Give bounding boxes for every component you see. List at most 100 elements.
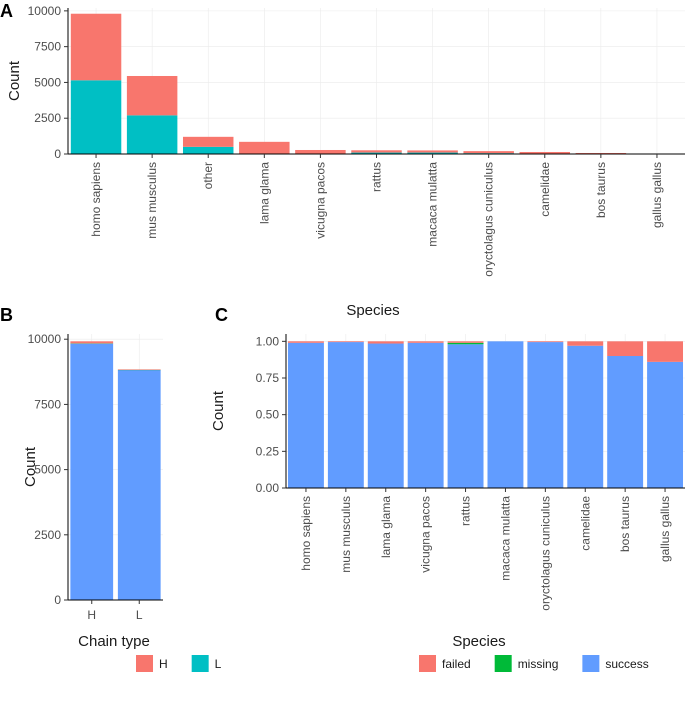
x-tick-label-homo-sapiens: homo sapiens: [89, 162, 103, 237]
y-tick-label: 5000: [34, 75, 61, 89]
legend: failed missing success: [419, 655, 649, 672]
y-tick-label: 10000: [28, 332, 62, 346]
bar-rattus-h: [351, 150, 402, 153]
bar-mus-musculus-l: [126, 115, 178, 154]
bar-gallus-gallus-failed: [647, 341, 684, 362]
panel-b: B 0 2500 5000 7500 10000 H L Chain type Count: [0, 305, 163, 650]
y-tick-label: 0.00: [256, 481, 280, 495]
bar-rattus-failed: [447, 341, 484, 343]
bar-l-failed: [117, 369, 161, 370]
x-tick-label-lama-glama: lama glama: [379, 496, 393, 558]
panel-c: C 0.00 0.25 0.50 0.75 1.00 homo sapiens mus mus…: [210, 305, 685, 650]
x-tick-label-oryctolagus-cuniculus: oryctolagus cuniculus: [538, 496, 552, 611]
x-tick-label-rattus: rattus: [370, 162, 384, 192]
bar-rattus-missing: [447, 342, 484, 345]
bar-vicugna-pacos-h: [295, 149, 346, 154]
x-tick-label-rattus: rattus: [459, 496, 473, 526]
y-axis-title: Count: [210, 390, 227, 431]
x-axis-title: Chain type: [78, 633, 150, 650]
y-tick-label: 2500: [34, 111, 61, 125]
bar-oryctolagus-cuniculus-h: [463, 151, 514, 154]
bar-rattus-success: [447, 344, 484, 488]
legend-key-success: [582, 655, 600, 672]
x-tick-label-vicugna-pacos: vicugna pacos: [313, 162, 327, 239]
bar-macaca-mulatta-success: [487, 341, 524, 488]
bar-homo-sapiens-l: [70, 80, 122, 154]
x-tick-label-homo-sapiens: homo sapiens: [299, 496, 313, 571]
bar-vicugna-pacos-failed: [407, 341, 444, 343]
bar-macaca-mulatta-h: [407, 150, 458, 153]
x-tick-label-mus-musculus: mus musculus: [145, 162, 159, 239]
legend-key-h: [136, 655, 153, 672]
legend-key-l: [191, 655, 209, 672]
legend-label-missing: missing: [518, 657, 559, 671]
legend-label-success: success: [605, 657, 648, 671]
x-tick-label-bos-taurus: bos taurus: [618, 496, 632, 552]
x-tick-label-l: L: [136, 608, 143, 622]
x-tick-label-camelidae: camelidae: [538, 162, 552, 217]
bar-macaca-mulatta-l: [407, 152, 458, 154]
panel-a: A 0 2500 5000 7500 10000 homo sapiens mus muscu…: [0, 1, 685, 319]
legend-label-h: H: [159, 657, 168, 671]
bar-bos-taurus-failed: [607, 341, 644, 356]
bar-camelidae-success: [567, 345, 604, 488]
bar-vicugna-pacos-success: [407, 342, 444, 488]
bar-homo-sapiens-h: [70, 13, 122, 81]
x-tick-label-h: H: [87, 608, 96, 622]
y-tick-label: 0.25: [256, 444, 280, 458]
x-tick-label-vicugna-pacos: vicugna pacos: [419, 496, 433, 573]
y-tick-label: 10000: [28, 4, 62, 18]
y-tick-label: 0: [54, 147, 61, 161]
x-tick-label-camelidae: camelidae: [578, 496, 592, 551]
y-tick-label: 0.50: [256, 408, 280, 422]
y-tick-label: 7500: [34, 40, 61, 54]
bar-gallus-gallus-success: [647, 361, 684, 488]
bar-camelidae-failed: [567, 341, 604, 346]
x-tick-label-bos-taurus: bos taurus: [594, 162, 608, 218]
x-tick-label-macaca-mulatta: macaca mulatta: [498, 496, 512, 581]
x-tick-label-other: other: [201, 162, 215, 189]
bar-bos-taurus-success: [607, 356, 644, 488]
panel-tag-c: C: [215, 305, 228, 325]
y-tick-label: 7500: [34, 397, 61, 411]
legend-key-failed: [419, 655, 436, 672]
bar-rattus-l: [351, 152, 402, 154]
panel-tag-a: A: [0, 1, 13, 21]
x-tick-label-oryctolagus-cuniculus: oryctolagus cuniculus: [482, 162, 496, 277]
bar-l-success: [117, 369, 161, 600]
bar-h-failed: [70, 341, 114, 344]
x-tick-label-mus-musculus: mus musculus: [339, 496, 353, 573]
bar-mus-musculus-h: [126, 75, 178, 116]
y-tick-label: 2500: [34, 528, 61, 542]
y-axis-title: Count: [6, 60, 23, 101]
panel-tag-b: B: [0, 305, 13, 325]
bar-lama-glama-failed: [367, 341, 404, 344]
bar-camelidae-h: [519, 151, 571, 154]
bar-other-l: [182, 146, 234, 154]
bar-bos-taurus-h: [575, 152, 627, 154]
bar-oryctolagus-cuniculus-failed: [527, 341, 564, 343]
legend-label-l: L: [215, 657, 222, 671]
y-tick-label: 0.75: [256, 371, 280, 385]
y-tick-label: 5000: [34, 463, 61, 477]
bar-lama-glama-h: [239, 141, 290, 154]
bar-oryctolagus-cuniculus-success: [527, 342, 564, 488]
y-tick-label: 0: [54, 593, 61, 607]
bar-homo-sapiens-failed: [287, 341, 324, 343]
bar-h-success: [70, 343, 114, 600]
bar-mus-musculus-success: [327, 342, 364, 488]
bar-lama-glama-success: [367, 343, 404, 488]
x-axis-title: Species: [452, 633, 505, 650]
x-tick-label-gallus-gallus: gallus gallus: [658, 496, 672, 562]
bar-homo-sapiens-success: [287, 342, 324, 488]
bar-other-h: [182, 136, 234, 147]
y-axis-title: Count: [22, 446, 39, 487]
y-tick-label: 1.00: [256, 334, 280, 348]
x-tick-label-gallus-gallus: gallus gallus: [650, 162, 664, 228]
x-tick-label-macaca-mulatta: macaca mulatta: [426, 162, 440, 247]
x-axis-title: Species: [346, 302, 399, 319]
legend-key-missing: [494, 655, 512, 672]
x-tick-label-lama-glama: lama glama: [257, 162, 271, 224]
